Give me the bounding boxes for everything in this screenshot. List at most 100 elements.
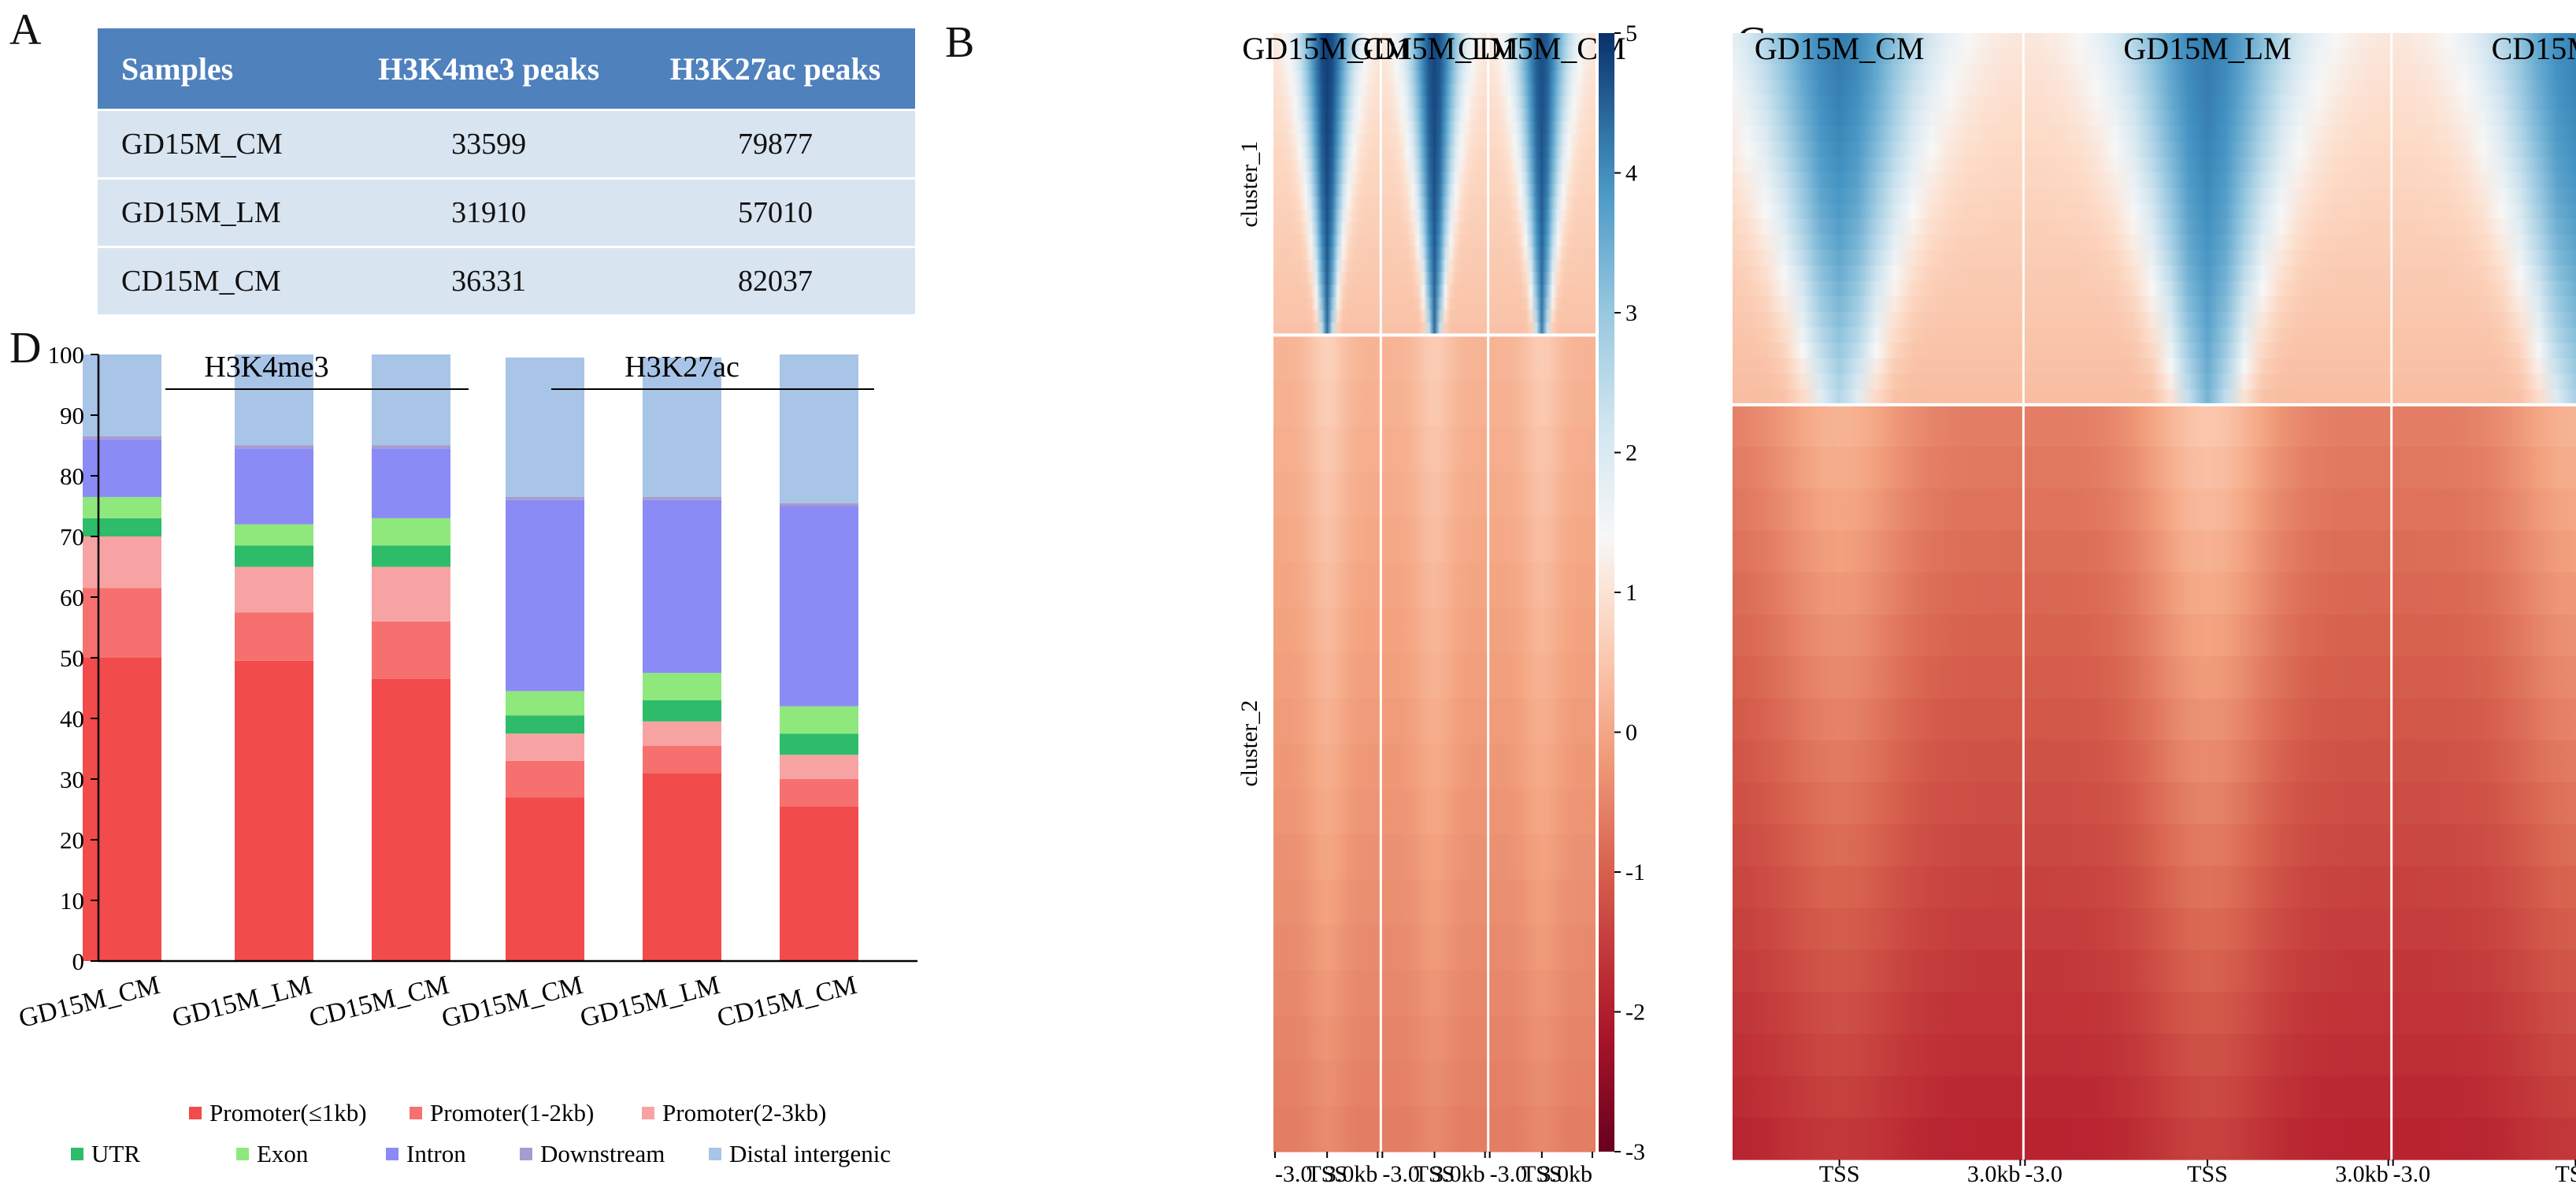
heatmap-cell-cluster-2 xyxy=(2391,488,2576,532)
heatmap-cell-cluster-2 xyxy=(1273,335,1381,381)
x-tick-label: 3.0kb xyxy=(1432,1161,1485,1187)
bar-segment xyxy=(235,448,313,525)
x-tick-label: GD15M_CM xyxy=(439,970,586,1034)
heatmap-cell-cluster-2 xyxy=(1381,652,1488,699)
bar-segment xyxy=(643,673,721,700)
heatmap-cell-cluster-1 xyxy=(1381,70,1488,84)
bar-segment xyxy=(83,439,161,497)
heatmap-cell-cluster-1 xyxy=(1733,48,2024,65)
heatmap-cell-cluster-1 xyxy=(1273,146,1381,160)
bar-segment xyxy=(780,733,858,755)
heatmap-cell-cluster-1 xyxy=(1733,234,2024,251)
bar-segment xyxy=(83,518,161,536)
heatmap-cell-cluster-1 xyxy=(2023,33,2392,50)
heatmap-c: GD15M_CMGD15M_LMCD15M_CMcluster_1cluster… xyxy=(1733,31,2576,1187)
heatmap-cell-cluster-1 xyxy=(2023,265,2392,282)
heatmap-cell-cluster-1 xyxy=(1273,234,1381,248)
heatmap-cell-cluster-1 xyxy=(1381,95,1488,109)
heatmap-cell-cluster-2 xyxy=(2023,656,2392,700)
heatmap-cell-cluster-1 xyxy=(2391,373,2576,390)
heatmap-cell-cluster-1 xyxy=(1488,70,1596,84)
column-title: GD15M_LM xyxy=(1351,31,1518,66)
heatmap-cell-cluster-2 xyxy=(1488,562,1596,608)
heatmap-cell-cluster-1 xyxy=(1488,297,1596,311)
heatmap-cell-cluster-2 xyxy=(1488,1106,1596,1152)
heatmap-cell-cluster-1 xyxy=(1273,158,1381,173)
heatmap-cell-cluster-1 xyxy=(1733,250,2024,266)
bar-segment xyxy=(235,445,313,449)
heatmap-cell-cluster-2 xyxy=(2391,740,2576,783)
heatmap-cell-cluster-1 xyxy=(1381,209,1488,223)
heatmap-cell-cluster-1 xyxy=(1381,247,1488,261)
heatmap-cell-cluster-1 xyxy=(1733,280,2024,297)
heatmap-cell-cluster-2 xyxy=(2023,949,2392,993)
heatmap-cell-cluster-2 xyxy=(1488,970,1596,1016)
heatmap-cell-cluster-2 xyxy=(2023,781,2392,825)
heatmap-cell-cluster-1 xyxy=(2391,48,2576,65)
heatmap-cell-cluster-1 xyxy=(1381,196,1488,210)
heatmap-cell-cluster-2 xyxy=(2391,530,2576,573)
heatmap-cell-cluster-2 xyxy=(1381,970,1488,1016)
heatmap-cell-cluster-2 xyxy=(1733,740,2024,783)
heatmap-cell-cluster-1 xyxy=(2023,95,2392,111)
colorbar-tick-label: 2 xyxy=(1625,440,1637,466)
heatmap-cell-cluster-2 xyxy=(2391,1117,2576,1160)
heatmap-cell-cluster-2 xyxy=(1273,652,1381,699)
colorbar-tick-label: -1 xyxy=(1625,859,1645,885)
heatmap-cell-cluster-1 xyxy=(1733,79,2024,96)
heatmap-cell-cluster-1 xyxy=(1381,322,1488,336)
colorbar xyxy=(1599,33,1614,1152)
heatmap-cell-cluster-2 xyxy=(2391,572,2576,615)
heatmap-cell-cluster-2 xyxy=(1488,335,1596,381)
x-tick-label: TSS xyxy=(2555,1161,2576,1187)
bar-segment xyxy=(506,691,584,716)
bar-segment xyxy=(506,760,584,798)
heatmap-cell-cluster-1 xyxy=(2023,187,2392,204)
heatmap-cell-cluster-1 xyxy=(1381,121,1488,135)
heatmap-cell-cluster-2 xyxy=(2391,907,2576,951)
heatmap-cell-cluster-2 xyxy=(2023,907,2392,951)
heatmap-cell-cluster-2 xyxy=(1733,781,2024,825)
panel-letter-b: B xyxy=(945,18,975,67)
heatmap-cell-cluster-1 xyxy=(1488,196,1596,210)
bar-segment xyxy=(83,496,161,518)
heatmap-cell-cluster-2 xyxy=(2391,992,2576,1034)
heatmap-cell-cluster-1 xyxy=(2391,296,2576,313)
bar-segment xyxy=(780,706,858,734)
heatmap-cell-cluster-1 xyxy=(2391,33,2576,50)
heatmap-cell-cluster-1 xyxy=(1733,157,2024,173)
heatmap-cell-cluster-2 xyxy=(1381,380,1488,427)
heatmap-cell-cluster-1 xyxy=(2391,203,2576,220)
heatmap-cell-cluster-1 xyxy=(1733,141,2024,158)
heatmap-cell-cluster-1 xyxy=(1488,272,1596,286)
heatmap-cell-cluster-1 xyxy=(1488,184,1596,198)
heatmap-cell-cluster-2 xyxy=(1273,607,1381,654)
heatmap-cell-cluster-1 xyxy=(2391,79,2576,96)
heatmap-cell-cluster-1 xyxy=(2023,280,2392,297)
x-tick-label: TSS xyxy=(2187,1161,2228,1187)
heatmap-cell-cluster-2 xyxy=(1488,516,1596,562)
heatmap-cell-cluster-1 xyxy=(2023,48,2392,65)
heatmap-cell-cluster-1 xyxy=(1273,95,1381,109)
heatmap-cell-cluster-2 xyxy=(1381,1015,1488,1062)
heatmap-cell-cluster-2 xyxy=(1273,743,1381,789)
bar-segment xyxy=(643,496,721,500)
table-cell-sample: CD15M_CM xyxy=(98,246,343,314)
heatmap-cell-cluster-2 xyxy=(1273,879,1381,926)
heatmap-cell-cluster-1 xyxy=(1381,184,1488,198)
legend-swatch xyxy=(386,1148,398,1160)
heatmap-cell-cluster-2 xyxy=(1381,833,1488,881)
heatmap-cell-cluster-2 xyxy=(1381,698,1488,744)
heatmap-cell-cluster-2 xyxy=(1488,1015,1596,1062)
heatmap-cell-cluster-1 xyxy=(2023,141,2392,158)
bar-segment xyxy=(643,357,721,497)
heatmap-cell-cluster-1 xyxy=(2391,141,2576,158)
heatmap-cell-cluster-1 xyxy=(1381,259,1488,273)
heatmap-cell-cluster-1 xyxy=(1273,310,1381,324)
heatmap-cell-cluster-1 xyxy=(1381,146,1488,160)
heatmap-cell-cluster-2 xyxy=(1733,698,2024,741)
bar-segment xyxy=(643,745,721,774)
heatmap-cell-cluster-2 xyxy=(2391,404,2576,447)
heatmap-cell-cluster-2 xyxy=(2023,488,2392,532)
heatmap-cell-cluster-1 xyxy=(1488,234,1596,248)
